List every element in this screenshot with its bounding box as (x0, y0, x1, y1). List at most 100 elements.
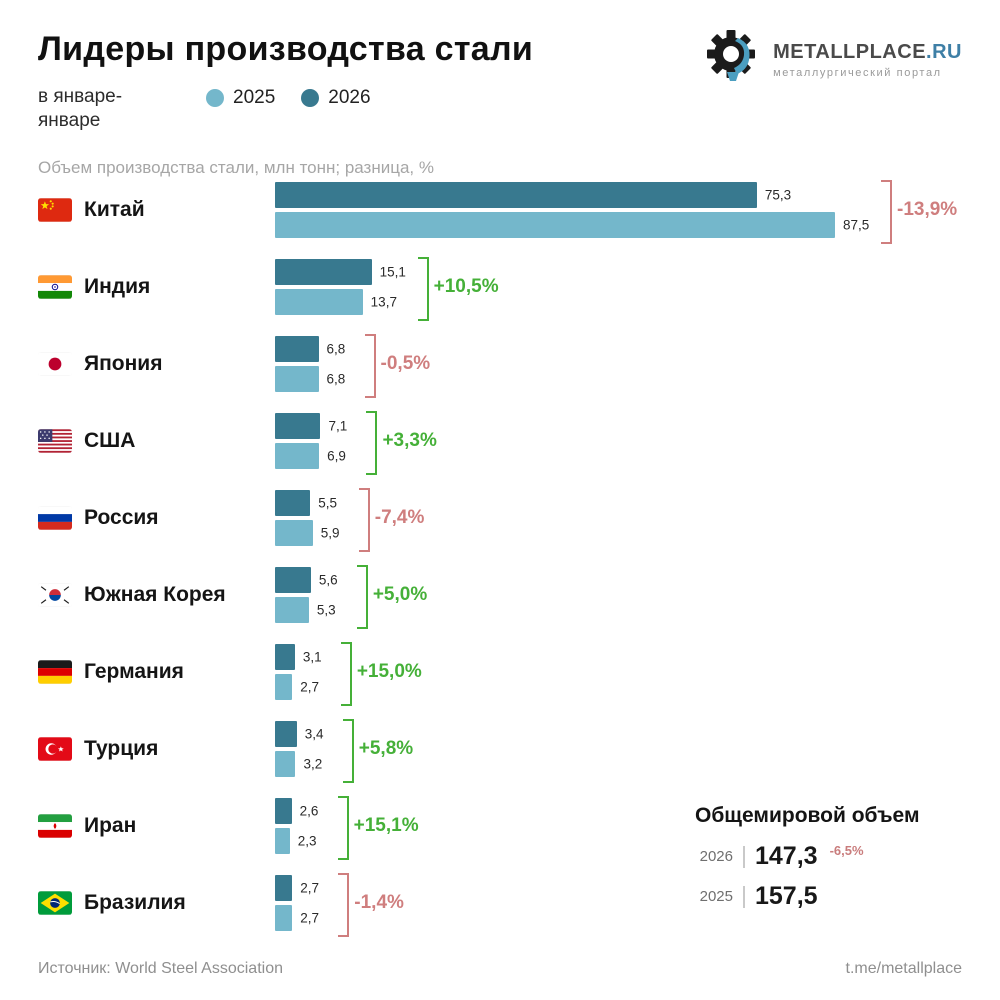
legend-item-2026: 2026 (301, 87, 371, 109)
ru-flag-icon (38, 506, 72, 530)
diff-label: +3,3% (382, 430, 437, 451)
diff-bracket (358, 488, 370, 552)
value-2026: 3,4 (304, 726, 324, 742)
bar-2025 (275, 828, 290, 854)
value-2026: 2,6 (299, 803, 319, 819)
chart-row-cn: Китай 75,3 87,5 -13,9% (38, 180, 980, 244)
value-2026: 75,3 (764, 187, 792, 203)
in-flag-icon (38, 275, 72, 299)
value-2025: 3,2 (303, 756, 323, 772)
value-2025: 5,9 (320, 525, 340, 541)
bar-2025 (275, 289, 363, 315)
country-label: Бразилия (38, 875, 275, 931)
value-2025: 2,7 (300, 679, 320, 695)
country-label: США (38, 413, 275, 469)
diff-label: -13,9% (897, 199, 958, 220)
country-name: Россия (84, 506, 159, 529)
diff-bracket (342, 719, 354, 783)
bar-group: 2,7 2,7 -1,4% (275, 873, 980, 937)
source-note: Источник: World Steel Association (38, 960, 283, 977)
bar-2026 (275, 644, 295, 670)
legend: 2025 2026 (206, 87, 371, 109)
legend-dot-2026 (301, 89, 320, 107)
country-name: Китай (84, 198, 145, 221)
logo-text: METALLPLACE.RU металлургический портал (773, 41, 962, 79)
value-2026: 5,6 (318, 572, 338, 588)
bar-2026 (275, 490, 311, 516)
diff-label: -0,5% (380, 353, 431, 374)
world-total: Общемировой объем 2026 147,3 -6,5% 2025 157,… (695, 804, 975, 922)
chart: Китай 75,3 87,5 -13,9% Индия 15,1 13,7 +10,5% Яп… (38, 180, 980, 952)
country-label: Россия (38, 490, 275, 546)
country-label: Индия (38, 259, 275, 315)
chart-row-jp: Япония 6,8 6,8 -0,5% (38, 334, 980, 398)
world-value: 147,3 (755, 842, 818, 870)
diff-bracket (366, 411, 378, 475)
chart-row-ir: Иран 2,6 2,3 +15,1% (38, 796, 980, 860)
chart-row-de: Германия 3,1 2,7 +15,0% (38, 642, 980, 706)
logo-tagline: металлургический портал (773, 66, 942, 79)
diff-bracket (417, 257, 429, 321)
value-2026: 2,7 (300, 880, 320, 896)
bar-group: 3,1 2,7 +15,0% (275, 642, 980, 706)
bar-group: 3,4 3,2 +5,8% (275, 719, 980, 783)
bar-2026 (275, 413, 321, 439)
diff-bracket (881, 180, 892, 244)
bar-2025 (275, 905, 293, 931)
bar-2026 (275, 259, 372, 285)
diff-label: -1,4% (354, 892, 404, 913)
bar-group: 7,1 6,9 +3,3% (275, 411, 980, 475)
bar-2025 (275, 212, 835, 238)
value-2026: 3,1 (302, 649, 322, 665)
divider (743, 845, 745, 868)
bar-group: 15,1 13,7 +10,5% (275, 257, 980, 321)
chart-row-br: Бразилия 2,7 2,7 -1,4% (38, 873, 980, 937)
diff-bracket (340, 642, 352, 706)
logo: METALLPLACE.RU металлургический портал (705, 28, 962, 91)
us-flag-icon (38, 429, 72, 453)
value-2026: 5,5 (318, 495, 337, 511)
legend-label-2025: 2025 (233, 87, 276, 108)
country-label: Германия (38, 644, 275, 700)
bar-2026 (275, 875, 293, 901)
bar-2026 (275, 336, 319, 362)
value-2026: 6,8 (326, 341, 346, 357)
tr-flag-icon (38, 737, 72, 761)
bar-2025 (275, 443, 320, 469)
bar-group: 75,3 87,5 -13,9% (275, 180, 980, 244)
world-value: 157,5 (755, 882, 818, 910)
header: Лидеры производства стали в январе- янва… (38, 30, 962, 133)
world-year: 2026 (699, 848, 733, 865)
telegram-link[interactable]: t.me/metallplace (845, 960, 963, 977)
period-label: в январе- январе (38, 86, 123, 131)
country-label: Китай (38, 182, 275, 238)
diff-bracket (337, 796, 349, 860)
diff-label: +15,0% (356, 661, 422, 682)
br-flag-icon (38, 891, 72, 915)
diff-bracket (356, 565, 368, 629)
country-name: Япония (84, 352, 163, 375)
country-name: Южная Корея (84, 583, 226, 606)
world-diff: -6,5% (829, 843, 864, 858)
gear-ladle-icon (705, 28, 763, 91)
bar-group: 5,5 5,9 -7,4% (275, 488, 980, 552)
bar-2025 (275, 597, 309, 623)
legend-dot-2025 (206, 89, 224, 107)
bar-2026 (275, 798, 292, 824)
diff-label: +5,0% (372, 584, 428, 605)
chart-subtitle: Объем производства стали, млн тонн; разн… (38, 158, 434, 177)
value-2026: 7,1 (328, 418, 348, 434)
bar-group: 5,6 5,3 +5,0% (275, 565, 980, 629)
bar-2025 (275, 751, 296, 777)
legend-label-2026: 2026 (328, 87, 371, 108)
world-year: 2025 (699, 888, 733, 905)
country-name: Германия (84, 660, 184, 683)
bar-group: 2,6 2,3 +15,1% (275, 796, 980, 860)
country-name: Иран (84, 814, 137, 837)
bar-2025 (275, 674, 293, 700)
cn-flag-icon (38, 198, 72, 222)
country-label: Турция (38, 721, 275, 777)
value-2025: 5,3 (316, 602, 336, 618)
country-label: Иран (38, 798, 275, 854)
